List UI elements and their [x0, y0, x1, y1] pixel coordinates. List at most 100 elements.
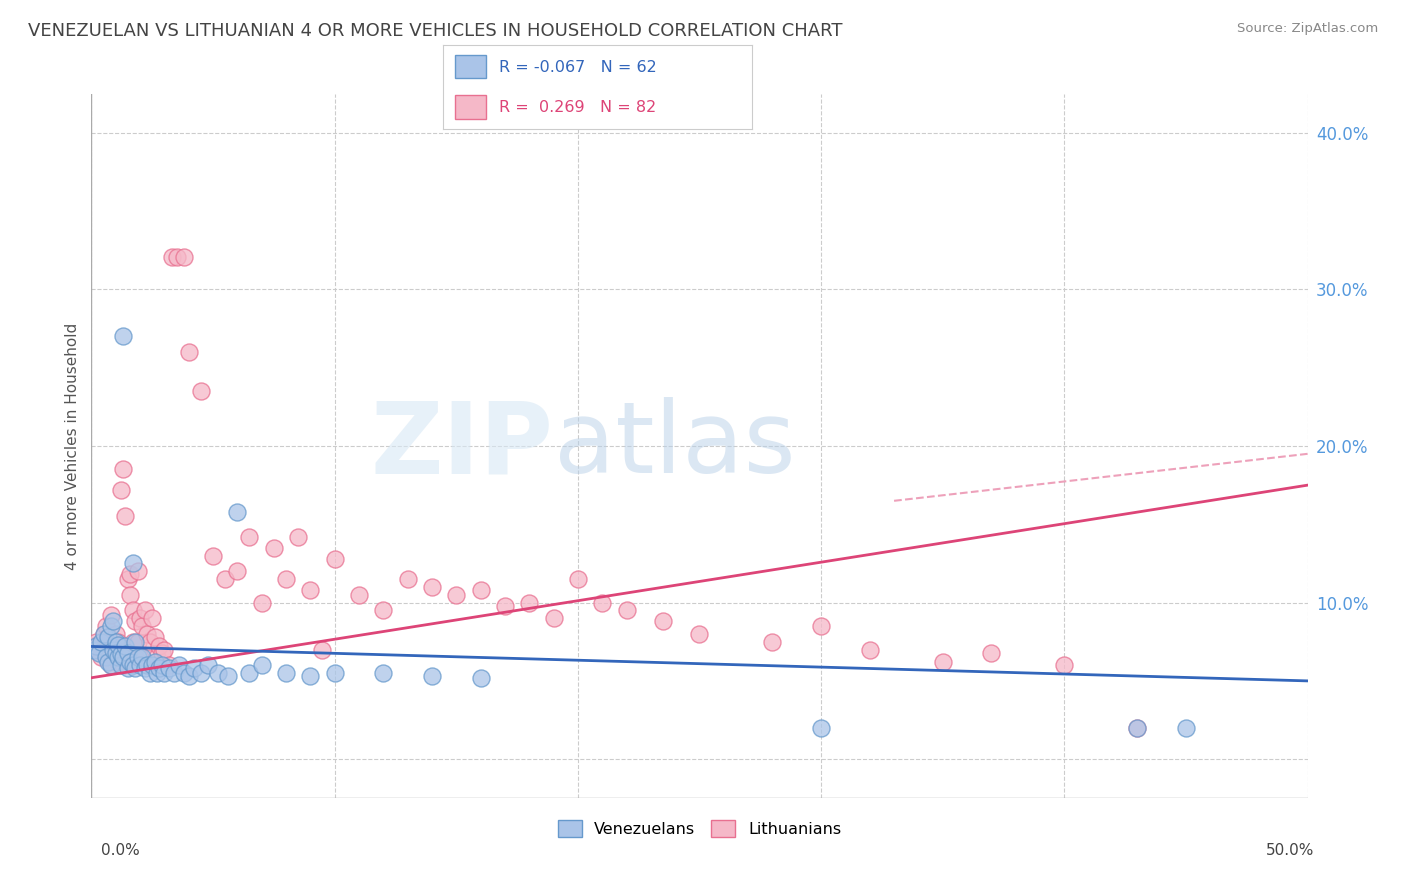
Point — [94, 650, 117, 665]
Y-axis label: 4 or more Vehicles in Household: 4 or more Vehicles in Household — [65, 322, 80, 570]
Text: Source: ZipAtlas.com: Source: ZipAtlas.com — [1237, 22, 1378, 36]
Point — [311, 642, 333, 657]
Point — [103, 642, 125, 657]
Point — [517, 596, 540, 610]
Point — [444, 588, 467, 602]
Point — [104, 646, 127, 660]
Point — [148, 661, 170, 675]
Point — [470, 583, 492, 598]
Point — [103, 640, 125, 654]
Point — [1126, 721, 1149, 735]
Point — [250, 658, 273, 673]
Text: R =  0.269   N = 82: R = 0.269 N = 82 — [499, 100, 655, 115]
Point — [94, 619, 117, 633]
Point — [136, 627, 159, 641]
Point — [104, 646, 127, 660]
Point — [1175, 721, 1198, 735]
Point — [250, 596, 273, 610]
Point — [141, 611, 163, 625]
Point — [100, 619, 122, 633]
Point — [97, 655, 120, 669]
Point — [470, 671, 492, 685]
FancyBboxPatch shape — [456, 95, 486, 120]
Point — [114, 509, 136, 524]
Point — [238, 530, 260, 544]
Text: ZIP: ZIP — [371, 398, 554, 494]
Point — [129, 650, 152, 665]
Point — [931, 655, 953, 669]
Point — [110, 647, 132, 661]
Point — [160, 250, 183, 264]
Point — [177, 345, 200, 359]
Point — [148, 640, 170, 654]
Point — [110, 483, 132, 497]
Point — [107, 650, 129, 665]
Point — [146, 650, 169, 665]
Point — [287, 530, 309, 544]
Point — [104, 627, 127, 641]
Point — [299, 669, 322, 683]
Point — [197, 658, 219, 673]
Point — [100, 658, 122, 673]
Point — [84, 640, 107, 654]
Point — [120, 588, 142, 602]
Point — [163, 666, 186, 681]
Point — [173, 666, 195, 681]
Point — [217, 669, 239, 683]
Point — [120, 655, 142, 669]
Point — [1126, 721, 1149, 735]
Point — [214, 572, 236, 586]
Point — [124, 661, 146, 675]
Point — [120, 567, 142, 582]
Point — [129, 658, 152, 673]
Point — [127, 650, 149, 665]
Point — [104, 634, 127, 648]
FancyBboxPatch shape — [456, 54, 486, 78]
Point — [127, 564, 149, 578]
Point — [420, 580, 443, 594]
Point — [420, 669, 443, 683]
Point — [107, 638, 129, 652]
Point — [226, 564, 249, 578]
Point — [127, 634, 149, 648]
Point — [117, 572, 139, 586]
Point — [100, 658, 122, 673]
Point — [111, 658, 134, 673]
Point — [146, 666, 169, 681]
Point — [90, 650, 112, 665]
Point — [143, 630, 166, 644]
Point — [167, 658, 190, 673]
Point — [103, 615, 125, 629]
Point — [347, 588, 370, 602]
Point — [591, 596, 613, 610]
Point — [274, 572, 297, 586]
Point — [1053, 658, 1076, 673]
Text: 50.0%: 50.0% — [1267, 843, 1315, 858]
Point — [90, 634, 112, 648]
Point — [107, 634, 129, 648]
Point — [111, 650, 134, 665]
Point — [121, 603, 143, 617]
Point — [110, 658, 132, 673]
Point — [616, 603, 638, 617]
Point — [323, 666, 346, 681]
Point — [134, 661, 156, 675]
Point — [124, 634, 146, 648]
Point — [177, 669, 200, 683]
Point — [396, 572, 419, 586]
Point — [810, 619, 832, 633]
Point — [157, 658, 180, 673]
Point — [141, 658, 163, 673]
Point — [226, 505, 249, 519]
Point — [166, 250, 188, 264]
Point — [150, 658, 173, 673]
Point — [373, 603, 395, 617]
Point — [117, 642, 139, 657]
Point — [183, 661, 205, 675]
Point — [84, 634, 107, 648]
Text: atlas: atlas — [554, 398, 796, 494]
Point — [103, 650, 125, 665]
Point — [157, 661, 180, 675]
Point — [136, 658, 159, 673]
Point — [129, 611, 152, 625]
